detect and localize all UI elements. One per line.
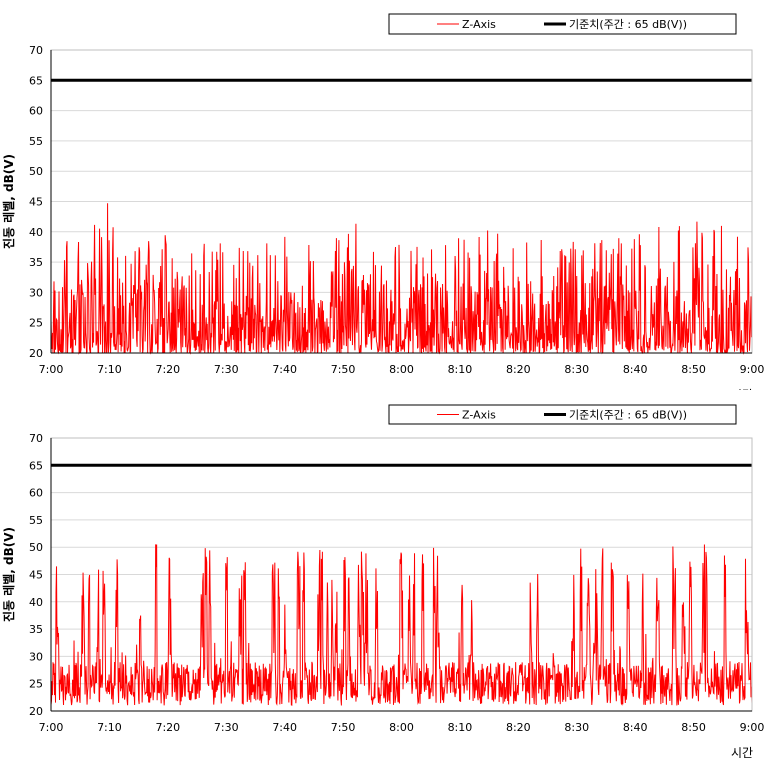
y-axis-label: 진동 레벨, dB(V) [1,527,16,622]
x-tick-label: 8:20 [506,721,531,734]
x-tick-label: 7:30 [214,721,239,734]
y-tick-label: 45 [29,196,43,209]
x-tick-label: 8:10 [448,721,473,734]
x-tick-label: 9:00 [740,721,765,734]
legend-label-z-axis: Z-Axis [462,18,496,31]
x-tick-label: 7:40 [272,721,297,734]
y-tick-label: 70 [29,44,43,57]
x-tick-label: 8:30 [564,721,589,734]
chart-svg: 20 25 30 35 40 45 50 55 60 65 70 7:00 7:10 7:20 7:30 7:… [1,13,765,402]
y-tick-label: 20 [29,347,43,360]
x-tick-label: 7:50 [331,363,356,376]
y-tick-label: 30 [29,286,43,299]
y-tick-label: 50 [29,165,43,178]
x-tick-label: 7:20 [155,363,180,376]
x-tick-label: 7:00 [39,721,64,734]
legend: Z-Axis 기준치(주간 : 65 dB(V)) [388,13,737,35]
x-tick-label: 7:30 [214,363,239,376]
x-tick-label: 7:50 [331,721,356,734]
x-tick-label: 8:10 [448,363,473,376]
x-tick-label: 8:50 [681,363,706,376]
y-tick-label: 40 [29,226,43,239]
x-tick-label: 8:40 [623,721,648,734]
y-tick-label: 60 [29,105,43,118]
x-tick-label: 8:40 [623,363,648,376]
y-tick-label: 45 [29,569,43,582]
y-tick-label: 60 [29,487,43,500]
legend-label-threshold: 기준치(주간 : 65 dB(V)) [569,409,687,422]
x-tick-label: 9:00 [740,363,765,376]
x-tick-label: 8:20 [506,363,531,376]
x-tick-label: 7:40 [272,363,297,376]
y-tick-label: 70 [29,432,43,445]
legend-label-threshold: 기준치(주간 : 65 dB(V)) [569,18,687,31]
y-tick-label: 25 [29,317,43,330]
x-tick-label: 7:10 [97,363,122,376]
x-tick-label: 7:20 [155,721,180,734]
y-tick-label: 30 [29,650,43,663]
chart-svg: 20 25 30 35 40 45 50 55 60 65 70 7:00 7:10 7:20 7:30 7:… [1,404,765,760]
z-axis-series-line [50,203,753,355]
x-tick-label: 8:00 [389,721,414,734]
vibration-chart-top: 20 25 30 35 40 45 50 55 60 65 70 7:00 7:10 7:20 7:30 7:… [0,0,773,402]
x-tick-label: 7:10 [97,721,122,734]
y-tick-label: 40 [29,596,43,609]
x-tick-label: 7:00 [39,363,64,376]
legend-label-z-axis: Z-Axis [462,409,496,422]
x-tick-label: 8:00 [389,363,414,376]
z-axis-series-line [50,544,753,706]
y-tick-label: 20 [29,705,43,718]
y-tick-label: 55 [29,135,43,148]
legend: Z-Axis 기준치(주간 : 65 dB(V)) [388,404,737,425]
y-tick-label: 65 [29,459,43,472]
vibration-chart-bottom: 20 25 30 35 40 45 50 55 60 65 70 7:00 7:10 7:20 7:30 7:… [0,390,773,780]
y-tick-label: 25 [29,678,43,691]
y-tick-label: 50 [29,541,43,554]
y-tick-label: 55 [29,514,43,527]
x-tick-label: 8:50 [681,721,706,734]
y-tick-label: 35 [29,623,43,636]
x-tick-label: 8:30 [564,363,589,376]
y-tick-label: 65 [29,74,43,87]
y-axis-label: 진동 레벨, dB(V) [1,154,16,249]
x-axis-label: 시간 [731,746,753,760]
y-tick-label: 35 [29,256,43,269]
